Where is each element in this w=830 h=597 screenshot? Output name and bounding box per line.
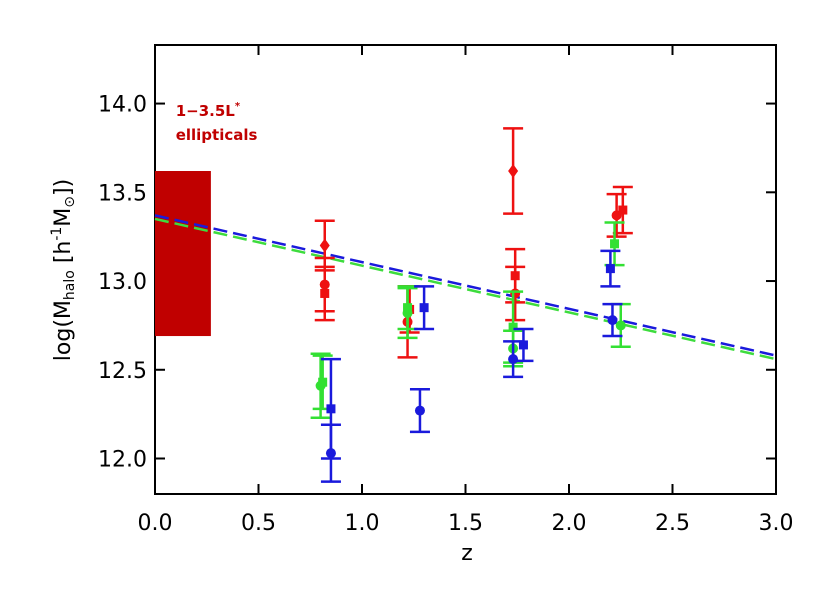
point: [326, 404, 336, 414]
y-tick-label: 13.5: [98, 181, 147, 206]
x-tick-label: 0.5: [241, 511, 276, 536]
annotation: ellipticals: [176, 126, 258, 144]
point: [605, 264, 615, 274]
point: [403, 303, 413, 313]
y-label-part: M: [51, 208, 76, 227]
y-axis-label: log(Mhalo [h-1M⊙]): [49, 179, 78, 361]
y-label-part: -1: [49, 227, 65, 241]
point: [607, 315, 618, 326]
point: [414, 405, 425, 416]
y-label-part: ]): [51, 179, 76, 196]
y-tick-label: 12.0: [98, 448, 147, 473]
fit-line: [154, 214, 777, 357]
y-tick-label: 13.0: [98, 270, 147, 295]
y-label-part: halo: [62, 270, 78, 300]
y-tick-label: 12.5: [98, 359, 147, 384]
annotation: 1−3.5L*: [176, 101, 241, 120]
point: [610, 239, 620, 249]
point: [508, 354, 519, 365]
y-tick-label: 14.0: [98, 93, 147, 118]
y-label-part: log(M: [51, 300, 76, 361]
annotation-part: 1−3.5L: [176, 102, 236, 120]
x-tick-label: 2.0: [552, 511, 587, 536]
annotation-part: *: [235, 101, 241, 112]
band: [155, 171, 211, 337]
point: [320, 288, 330, 298]
point: [319, 238, 330, 253]
x-tick-label: 1.0: [345, 511, 380, 536]
x-tick-label: 3.0: [759, 511, 794, 536]
point: [510, 271, 520, 281]
y-label-part: [h: [51, 241, 76, 271]
x-axis-label: z: [461, 541, 473, 566]
x-tick-label: 0.0: [138, 511, 173, 536]
fit-line: [154, 217, 777, 361]
point: [419, 303, 429, 313]
x-tick-label: 1.5: [448, 511, 483, 536]
point: [618, 205, 628, 215]
plot-frame: [154, 44, 777, 495]
point: [615, 320, 626, 331]
x-tick-label: 2.5: [655, 511, 690, 536]
point: [508, 322, 518, 332]
y-label-part: ⊙: [62, 196, 78, 208]
point: [508, 164, 519, 179]
point: [518, 340, 528, 350]
point: [318, 377, 328, 387]
